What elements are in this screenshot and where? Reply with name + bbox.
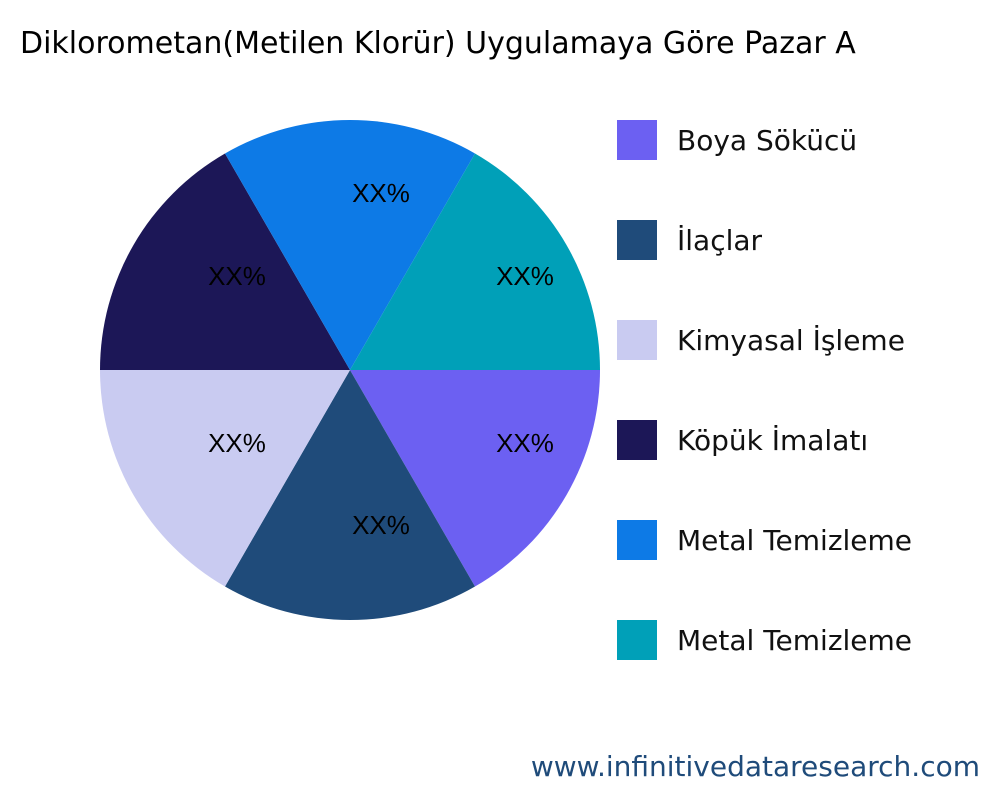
- pie-slice: [350, 153, 600, 370]
- legend-item: Kimyasal İşleme: [617, 320, 905, 360]
- legend-item: Metal Temizleme: [617, 620, 912, 660]
- legend-swatch: [617, 520, 657, 560]
- slice-label: XX%: [208, 261, 266, 291]
- legend-swatch: [617, 120, 657, 160]
- footer-url[interactable]: www.infinitivedataresearch.com: [530, 750, 980, 783]
- legend-item: Köpük İmalatı: [617, 420, 868, 460]
- pie-slice: [350, 370, 600, 587]
- legend-label: Köpük İmalatı: [677, 423, 869, 457]
- legend-swatch: [617, 320, 657, 360]
- slice-label: XX%: [352, 510, 410, 540]
- legend-item: Metal Temizleme: [617, 520, 912, 560]
- pie-slice: [225, 119, 475, 370]
- slice-label: XX%: [496, 428, 554, 458]
- legend-item: Boya Sökücü: [617, 120, 857, 160]
- legend-label: Metal Temizleme: [677, 623, 913, 657]
- legend-item: İlaçlar: [617, 220, 762, 260]
- legend-swatch: [617, 620, 657, 660]
- legend-label: Metal Temizleme: [677, 523, 913, 557]
- legend-label: İlaçlar: [677, 223, 763, 257]
- legend-label: Kimyasal İşleme: [677, 323, 905, 357]
- pie-slice: [100, 153, 350, 370]
- legend-label: Boya Sökücü: [677, 123, 858, 157]
- slice-label: XX%: [496, 261, 554, 291]
- pie-slice: [100, 370, 350, 587]
- legend-swatch: [617, 420, 657, 460]
- slice-label: XX%: [352, 178, 410, 208]
- legend-swatch: [617, 220, 657, 260]
- chart-title: Diklorometan(Metilen Klorür) Uygulamaya …: [20, 26, 856, 61]
- slice-label: XX%: [208, 428, 266, 458]
- pie-slice: [225, 370, 475, 620]
